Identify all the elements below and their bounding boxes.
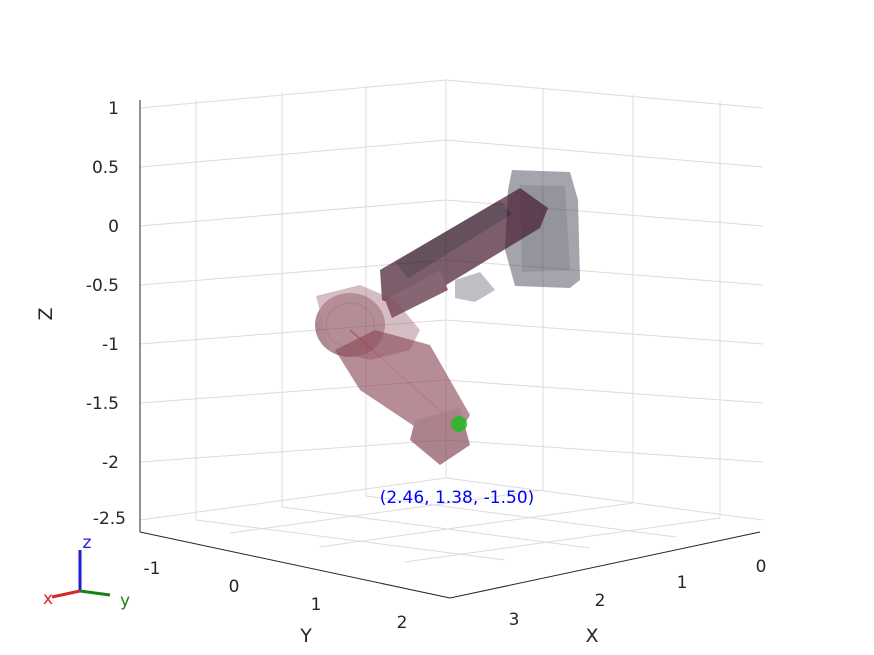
z-tick-label: -1: [102, 335, 119, 355]
axes-triad: z x y: [43, 533, 130, 611]
y-tick-labels: -1 0 1 2: [144, 559, 408, 633]
z-tick-label: -0.5: [86, 276, 119, 296]
robot-upper-arm: [380, 188, 548, 318]
x-axis-label: X: [585, 625, 598, 647]
y-tick-label: 0: [229, 577, 240, 597]
triad-z-label: z: [83, 533, 92, 553]
y-tick-label: 2: [397, 613, 408, 633]
z-tick-label: -2.5: [93, 509, 126, 529]
robot-model: [315, 170, 580, 465]
end-effector-marker: [451, 416, 467, 432]
end-effector-coordinates: (2.46, 1.38, -1.50): [380, 488, 535, 508]
grid-lines: [139, 79, 764, 563]
triad-y-label: y: [120, 591, 130, 611]
z-tick-labels: 1 0.5 0 -0.5 -1 -1.5 -2 -2.5: [86, 99, 126, 529]
z-tick-label: 0.5: [92, 158, 119, 178]
y-axis-label: Y: [299, 625, 312, 647]
x-tick-label: 0: [756, 557, 767, 577]
y-tick-label: 1: [311, 595, 322, 615]
triad-x-label: x: [43, 589, 53, 609]
z-axis-label: Z: [35, 307, 57, 320]
x-tick-label: 1: [677, 573, 688, 593]
x-tick-label: 3: [509, 610, 520, 630]
x-tick-label: 2: [595, 591, 606, 611]
z-tick-label: 0: [108, 217, 119, 237]
z-tick-label: -2: [102, 453, 119, 473]
x-tick-labels: 0 1 2 3: [509, 557, 767, 630]
z-tick-label: -1.5: [86, 394, 119, 414]
y-tick-label: -1: [144, 559, 161, 579]
z-tick-label: 1: [108, 99, 119, 119]
robot-forearm: [335, 329, 470, 465]
axes-frame: [139, 100, 761, 599]
